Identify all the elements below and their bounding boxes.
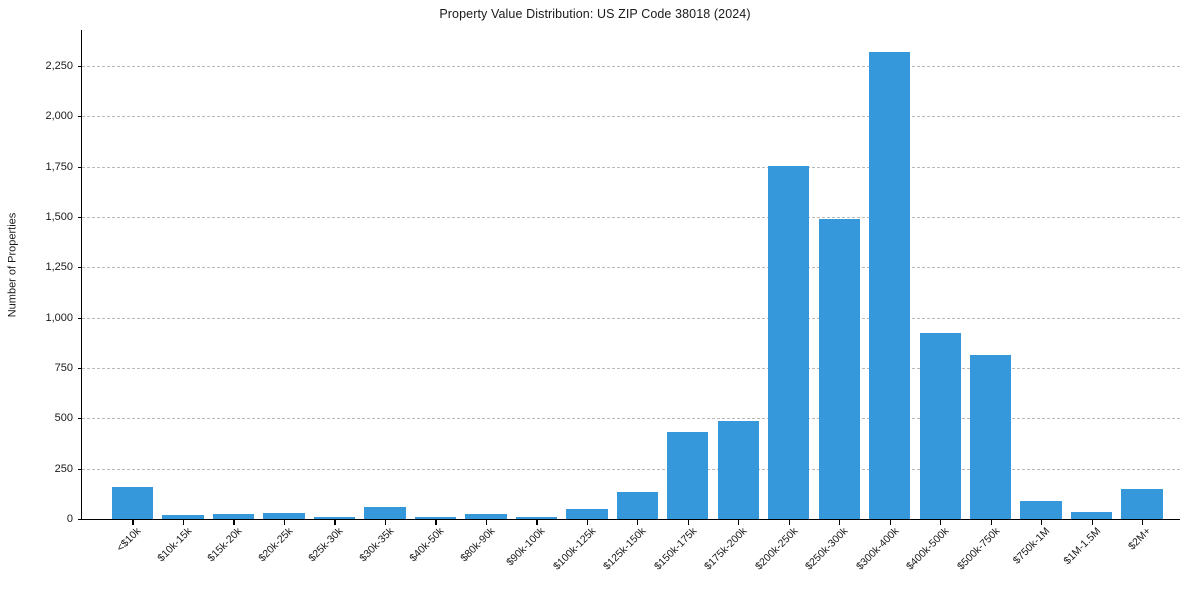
y-tick-mark [77, 66, 82, 67]
x-tick-mark [283, 519, 286, 525]
y-tick-mark [77, 116, 82, 118]
y-tick-label: 250 [54, 462, 73, 475]
bar [212, 513, 255, 519]
bar [869, 51, 911, 519]
x-tick-mark [485, 519, 488, 525]
y-axis-label-text: Number of Properties [6, 212, 19, 318]
bar [1121, 489, 1163, 519]
y-tick-label: 2,250 [45, 60, 73, 72]
gridline [82, 267, 1180, 269]
bar [818, 218, 860, 519]
gridline [82, 66, 1180, 67]
gridline [82, 418, 1180, 420]
gridline [82, 468, 1180, 470]
x-axis-line [82, 518, 1180, 520]
bar [667, 432, 709, 519]
y-tick-mark [77, 317, 82, 319]
x-tick-mark [940, 519, 942, 525]
y-tick-label: 1,250 [45, 261, 73, 274]
x-tick-mark [1041, 519, 1043, 525]
gridline [82, 217, 1180, 218]
x-tick-mark [384, 519, 387, 525]
x-tick-mark [1142, 519, 1144, 525]
x-tick-mark [788, 519, 790, 525]
bar [919, 333, 961, 519]
x-tick-mark [990, 519, 992, 525]
y-tick-label: 1,000 [45, 311, 73, 324]
x-tick-mark [637, 519, 639, 525]
gridline [82, 368, 1180, 369]
gridline [82, 116, 1180, 118]
x-tick-mark [334, 519, 336, 525]
y-tick-mark [77, 468, 82, 470]
y-tick-label: 1,500 [45, 211, 73, 223]
x-tick-mark [839, 519, 841, 525]
bar [969, 355, 1012, 519]
bar [515, 517, 558, 519]
x-tick-mark [586, 519, 588, 525]
bar [768, 165, 810, 519]
plot-area: 0 250 500 750 1,000 1,250 1,500 1,750 2,000 2,250 [45, 30, 1180, 525]
bar [414, 517, 457, 519]
x-tick-mark [435, 519, 437, 525]
chart-title: Property Value Distribution: US ZIP Code… [439, 7, 751, 21]
y-axis-label: Number of Properties [3, 0, 21, 530]
y-tick-mark [77, 368, 82, 369]
x-tick-mark [182, 519, 185, 525]
y-tick-mark [77, 418, 82, 420]
bar [1020, 500, 1062, 519]
y-tick-mark [77, 267, 82, 269]
x-tick-mark [889, 519, 891, 525]
bar [111, 486, 154, 519]
bar [616, 491, 658, 519]
x-tick-mark [132, 519, 134, 525]
bar [566, 508, 608, 519]
bar [364, 506, 406, 519]
x-tick-mark [738, 519, 740, 525]
y-tick-label: 750 [54, 362, 73, 374]
bar [1070, 512, 1113, 519]
x-tick-mark [233, 519, 235, 525]
bar [162, 515, 204, 519]
gridline [82, 317, 1180, 319]
y-tick-label: 500 [54, 412, 73, 425]
bar [717, 420, 759, 519]
x-tick-label: <$10k [114, 525, 144, 555]
gridline [82, 166, 1180, 168]
y-tick-mark [77, 217, 82, 218]
y-tick-label: 0 [66, 513, 73, 525]
bar [313, 517, 356, 519]
bar [465, 514, 507, 519]
x-tick-mark [687, 519, 689, 525]
y-tick-mark [77, 166, 82, 168]
bar [263, 512, 305, 519]
y-tick-label: 1,750 [45, 160, 73, 173]
y-tick-label: 2,000 [45, 110, 73, 123]
y-tick-mark [77, 519, 82, 520]
x-tick-mark [536, 519, 538, 525]
x-tick-mark [1091, 519, 1093, 525]
y-axis-line [81, 30, 83, 520]
